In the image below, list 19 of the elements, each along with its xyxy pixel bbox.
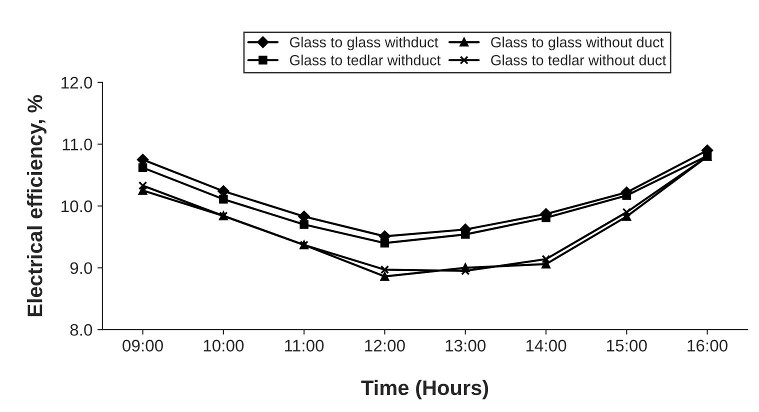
- x-tick-label: 14:00: [526, 340, 566, 352]
- x-tick-label: 09:00: [122, 340, 163, 352]
- legend-label: Glass to glass without duct: [491, 36, 664, 50]
- x-tick-label: 16:00: [688, 340, 728, 352]
- y-tick-label: 10.0: [62, 200, 92, 212]
- x-tick-label: 13:00: [446, 340, 486, 352]
- y-tick-label: 8.0: [70, 324, 92, 336]
- legend-label: Glass to tedlar withduct: [290, 54, 441, 66]
- x-tick-label: 10:00: [204, 340, 244, 352]
- y-axis-title: Electrical efficiency, %: [27, 94, 46, 316]
- y-tick-label: 9.0: [70, 262, 92, 274]
- x-tick-label: 15:00: [607, 340, 647, 352]
- x-axis-title: Time (Hours): [361, 380, 488, 400]
- x-tick-label: 12:00: [365, 340, 405, 352]
- x-tick-label: 11:00: [285, 340, 324, 352]
- legend-label: Glass to tedlar without duct: [491, 54, 666, 66]
- legend-label: Glass to glass withduct: [290, 36, 438, 50]
- y-tick-label: 11.0: [62, 138, 92, 150]
- y-tick-label: 12.0: [62, 76, 92, 89]
